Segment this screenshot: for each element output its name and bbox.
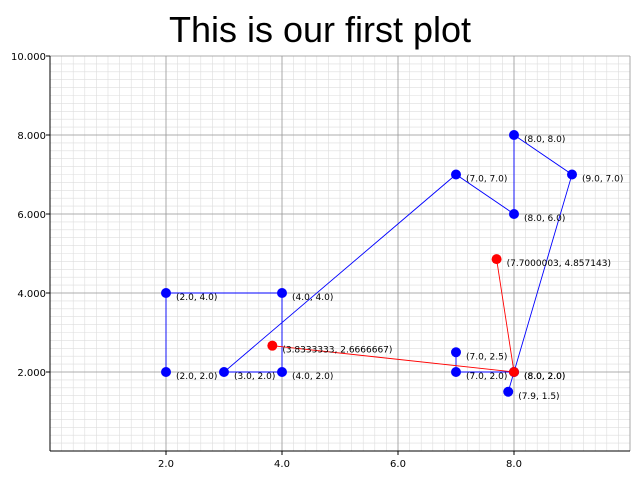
y-tick-labels: 2.000 4.000 6.000 8.000 10.000 xyxy=(11,52,46,379)
data-point xyxy=(277,367,287,377)
x-tick-labels: 2.0 4.0 6.0 8.0 xyxy=(158,459,522,470)
data-point xyxy=(567,169,577,180)
y-tick-label: 8.000 xyxy=(17,131,46,142)
y-tick-label: 6.000 xyxy=(17,210,46,221)
data-point xyxy=(451,367,461,377)
data-point xyxy=(451,169,461,180)
x-tick-label: 2.0 xyxy=(158,459,174,470)
data-point xyxy=(161,367,171,377)
y-tick-label: 4.000 xyxy=(17,289,46,300)
data-label: (3.8333333, 2.6666667) xyxy=(282,346,392,356)
data-label: (4.0, 2.0) xyxy=(292,372,333,382)
grid xyxy=(49,55,631,452)
chart-title: This is our first plot xyxy=(169,9,471,50)
y-tick-label: 10.000 xyxy=(11,52,46,63)
data-point xyxy=(219,367,229,377)
data-point xyxy=(161,288,171,298)
data-point xyxy=(277,288,287,298)
series: (2.0, 2.0) (2.0, 4.0) (4.0, 4.0) (4.0, 2.0)… xyxy=(161,130,623,402)
data-label: (8.0, 2.0) xyxy=(524,372,565,382)
data-label: (2.0, 4.0) xyxy=(176,293,217,303)
x-tick-label: 6.0 xyxy=(390,459,406,470)
data-label: (2.0, 2.0) xyxy=(176,372,217,382)
x-tick-label: 4.0 xyxy=(274,459,290,470)
data-label: (8.0, 6.0) xyxy=(524,214,565,224)
data-label: (4.0, 4.0) xyxy=(292,293,333,303)
data-label: (3.0, 2.0) xyxy=(234,372,275,382)
data-point xyxy=(491,254,502,265)
data-point xyxy=(509,209,519,219)
x-tick-label: 8.0 xyxy=(506,459,522,470)
data-label: (9.0, 7.0) xyxy=(582,175,623,185)
data-point xyxy=(267,340,278,351)
data-label: (8.0, 2.0) xyxy=(524,372,565,382)
data-label: (7.0, 7.0) xyxy=(466,175,507,185)
data-point xyxy=(503,386,514,397)
data-label: (8.0, 8.0) xyxy=(524,135,565,145)
data-label: (7.7000003, 4.857143) xyxy=(507,259,611,269)
series-1: (3.8333333, 2.6666667) (7.7000003, 4.8571… xyxy=(267,254,611,377)
axes xyxy=(46,55,630,455)
data-point xyxy=(509,130,519,140)
data-label: (7.9, 1.5) xyxy=(518,392,559,402)
data-point xyxy=(509,367,519,377)
data-label: (7.0, 2.0) xyxy=(466,372,507,382)
y-tick-label: 2.000 xyxy=(17,368,46,379)
data-label: (7.0, 2.5) xyxy=(466,352,507,362)
data-point xyxy=(451,347,461,358)
